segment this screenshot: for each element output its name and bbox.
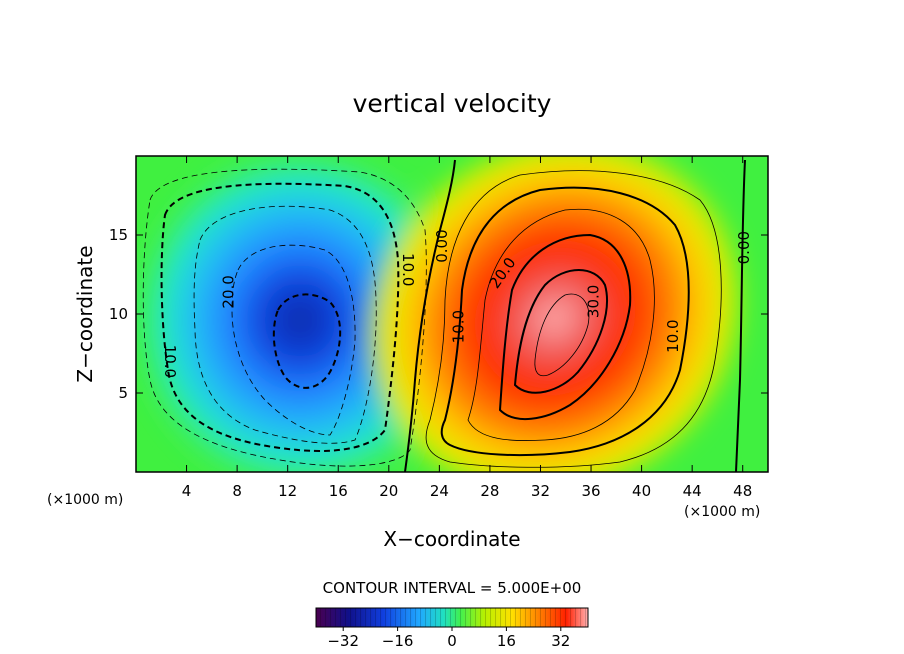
negative-contours	[142, 168, 427, 467]
contour-label: 10.0	[449, 310, 467, 343]
positive-contours	[404, 159, 746, 472]
x-tick-label: 20	[379, 482, 398, 500]
x-tick-label: 48	[733, 482, 752, 500]
contour-label: 30.0	[585, 285, 603, 318]
y-tick-label: 5	[118, 384, 128, 402]
contour-label: 0.00	[735, 231, 753, 264]
contour-label: 20.0	[219, 275, 237, 308]
colorbar: −32 −16 0 16 32	[315, 607, 589, 650]
x-unit-right: (×1000 m)	[684, 504, 760, 520]
colorbar-tick-label: 16	[497, 632, 516, 650]
updraft-fill	[361, 156, 749, 472]
x-tick-label: 28	[480, 482, 499, 500]
x-tick-label: 16	[329, 482, 348, 500]
x-tick-label: 32	[531, 482, 550, 500]
y-axis-ticks: 5 10 15	[109, 226, 768, 402]
y-tick-label: 15	[109, 226, 128, 244]
colorbar-tick-label: −16	[382, 632, 414, 650]
contour-label: 10.0	[399, 253, 417, 286]
x-tick-label: 36	[581, 482, 600, 500]
colorbar-tick-label: 32	[551, 632, 570, 650]
contour-label: 10.0	[664, 319, 682, 352]
chart-title: vertical velocity	[353, 89, 552, 118]
x-tick-label: 24	[430, 482, 449, 500]
colorbar-ticks: −32 −16 0 16 32	[327, 627, 570, 650]
x-unit-left: (×1000 m)	[47, 492, 123, 508]
colorbar-tick-label: 0	[447, 632, 457, 650]
contour-interval-text: CONTOUR INTERVAL = 5.000E+00	[323, 579, 582, 597]
x-tick-label: 40	[632, 482, 651, 500]
y-axis-label: Z−coordinate	[73, 245, 97, 382]
x-tick-label: 44	[683, 482, 702, 500]
contour-label: 10.0	[161, 345, 179, 378]
x-tick-label: 8	[232, 482, 242, 500]
x-axis-label: X−coordinate	[383, 527, 520, 551]
x-tick-label: 12	[278, 482, 297, 500]
x-axis-ticks: 4 8 12 16 20 24 28 32 36 40 44 48	[182, 156, 752, 500]
contour-label: 0.00	[433, 229, 451, 262]
x-tick-label: 4	[182, 482, 192, 500]
y-tick-label: 10	[109, 305, 128, 323]
colorbar-steps	[316, 608, 588, 627]
colorbar-tick-label: −32	[327, 632, 359, 650]
